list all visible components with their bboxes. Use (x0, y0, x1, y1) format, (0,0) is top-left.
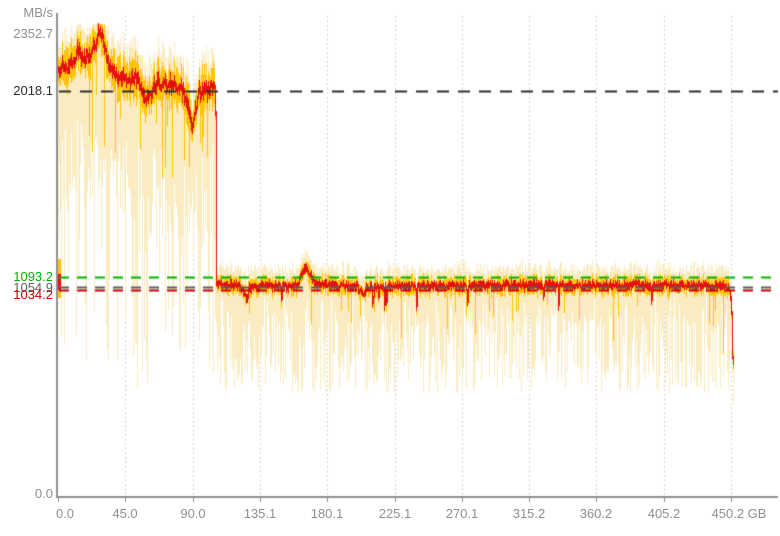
x-tick-label: 135.1 (243, 506, 277, 521)
x-tick-label: 180.1 (310, 506, 344, 521)
x-tick-label: 360.2 (579, 506, 613, 521)
y-axis-unit-label: MB/s (23, 5, 53, 20)
ref-line-label-green: 1093.2 (13, 269, 53, 284)
y-axis-zero-label: 0.0 (34, 486, 53, 501)
x-tick-label: 405.2 (647, 506, 681, 521)
ref-line-label-red: 1034.2 (13, 287, 53, 302)
x-tick-label: 450.2 GB (711, 506, 767, 521)
x-tick-label: 45.0 (112, 506, 138, 521)
x-tick-label: 225.1 (378, 506, 412, 521)
x-tick-label: 0.0 (55, 506, 75, 521)
x-tick-label: 315.2 (512, 506, 546, 521)
x-tick-label: 270.1 (445, 506, 479, 521)
ref-line-label-black: 2018.1 (13, 83, 53, 98)
ref-line-label-gray: 1054.9 (13, 280, 53, 295)
x-tick-label: 90.0 (180, 506, 206, 521)
y-axis-max-label: 2352.7 (13, 26, 53, 41)
